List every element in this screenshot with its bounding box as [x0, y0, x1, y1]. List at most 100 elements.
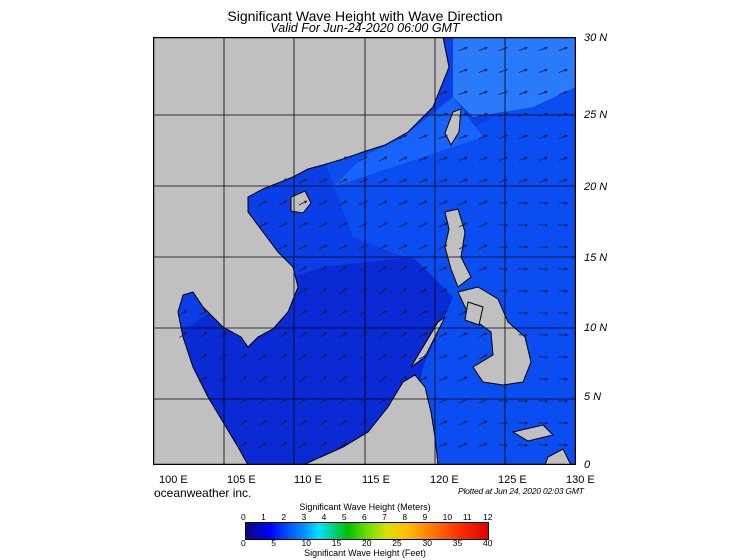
wave-arrow: [478, 354, 488, 360]
wave-arrow: [458, 222, 468, 228]
wave-arrow: [438, 310, 448, 316]
wave-arrow: [398, 178, 408, 184]
wave-arrow: [319, 376, 328, 382]
wave-arrow: [299, 266, 308, 272]
wave-arrow: [339, 266, 348, 272]
wave-arrow: [299, 310, 308, 316]
wave-arrow: [279, 398, 288, 404]
wave-arrow: [458, 332, 468, 338]
wave-arrow: [319, 442, 328, 448]
lon-label-125e: 125 E: [498, 474, 527, 486]
colorbar-meters-tick: 9: [422, 512, 428, 522]
wave-arrow: [318, 222, 328, 228]
wave-arrow: [399, 332, 408, 338]
land-taiwan: [444, 108, 462, 147]
wave-arrow: [359, 266, 368, 272]
wave-arrow: [279, 376, 288, 382]
wave-arrow: [338, 178, 348, 184]
wave-arrow: [518, 134, 528, 139]
wave-arrow: [518, 178, 528, 183]
wave-arrow: [279, 420, 288, 426]
wave-arrow: [278, 178, 288, 184]
wave-arrow: [378, 178, 388, 184]
lon-label-120e: 120 E: [430, 474, 459, 486]
wave-arrow: [478, 222, 488, 228]
wave-arrow: [438, 200, 448, 206]
wave-arrow: [359, 332, 368, 338]
wave-arrow: [239, 420, 248, 426]
wave-arrow: [359, 354, 368, 360]
wave-arrow: [399, 288, 408, 294]
colorbar-feet-tick: 35: [452, 538, 463, 548]
colorbar-feet-tick: 30: [422, 538, 432, 548]
wave-arrow: [379, 332, 388, 338]
wave-arrow: [458, 398, 468, 404]
land-borneo: [302, 374, 439, 465]
wave-arrow: [239, 354, 248, 360]
lon-label-115e: 115 E: [362, 474, 390, 486]
wave-arrow: [518, 156, 528, 161]
wave-arrow: [399, 266, 408, 272]
wave-arrow: [239, 398, 248, 404]
wave-arrow: [299, 442, 308, 448]
wave-arrow: [219, 332, 228, 338]
land-luzon: [444, 208, 472, 288]
wave-arrow: [458, 90, 468, 95]
wave-arrow: [518, 46, 528, 51]
wave-arrow: [458, 134, 468, 139]
wave-arrow: [299, 398, 308, 404]
colorbar-meters-tick: 6: [362, 512, 367, 522]
wave-arrow: [279, 354, 288, 360]
wave-arrow: [298, 222, 308, 228]
wave-arrow: [418, 244, 428, 250]
lon-label-105e: 105 E: [227, 474, 256, 486]
wave-arrow: [299, 376, 308, 382]
wave-arrow: [219, 398, 228, 404]
wave-arrow: [378, 244, 388, 250]
lat-label-20n: 20 N: [584, 181, 608, 193]
wave-arrow: [458, 442, 468, 448]
wave-arrow: [438, 90, 448, 95]
wave-arrow: [478, 46, 488, 51]
wave-arrow: [418, 222, 428, 228]
wave-arrow: [399, 354, 408, 360]
wave-arrow: [298, 178, 308, 184]
wave-arrow: [258, 200, 268, 206]
wave-arrow: [298, 244, 308, 250]
wave-zone-high: [453, 37, 576, 117]
wave-arrow: [538, 156, 548, 161]
wave-arrow: [418, 288, 428, 294]
wave-arrow: [478, 244, 488, 250]
wave-arrow: [179, 310, 188, 316]
wave-arrow: [458, 420, 468, 426]
wave-arrow: [258, 222, 268, 228]
wave-arrow: [179, 332, 188, 338]
wave-arrow: [438, 244, 448, 250]
wave-zone-light: [333, 97, 483, 187]
wave-arrow: [558, 68, 568, 73]
wave-arrow: [558, 112, 568, 117]
lat-label-30n: 30 N: [584, 32, 608, 44]
wave-arrow: [518, 112, 528, 117]
colorbar-feet-tick: 5: [271, 538, 276, 548]
wave-arrow: [378, 200, 388, 206]
wave-arrow: [319, 266, 328, 272]
lat-label-25n: 25 N: [584, 109, 608, 121]
wave-arrow: [478, 156, 488, 161]
land-palawan: [410, 316, 446, 368]
wave-arrow: [538, 178, 548, 183]
wave-arrow: [498, 68, 508, 73]
wave-arrow: [279, 332, 288, 338]
wave-arrow: [458, 200, 468, 206]
wave-arrow: [498, 134, 508, 139]
wave-arrow: [418, 354, 428, 360]
wave-arrow: [458, 376, 468, 382]
colorbar-meters-tick: 0: [241, 512, 246, 522]
wave-arrow: [478, 398, 488, 404]
colorbar-meters-tick: 2: [281, 512, 287, 522]
wave-direction-arrows: [179, 46, 569, 448]
wave-arrow: [318, 178, 328, 184]
wave-arrow: [259, 354, 268, 360]
colorbar-feet-tick: 10: [301, 538, 311, 548]
wave-arrow: [478, 200, 488, 206]
